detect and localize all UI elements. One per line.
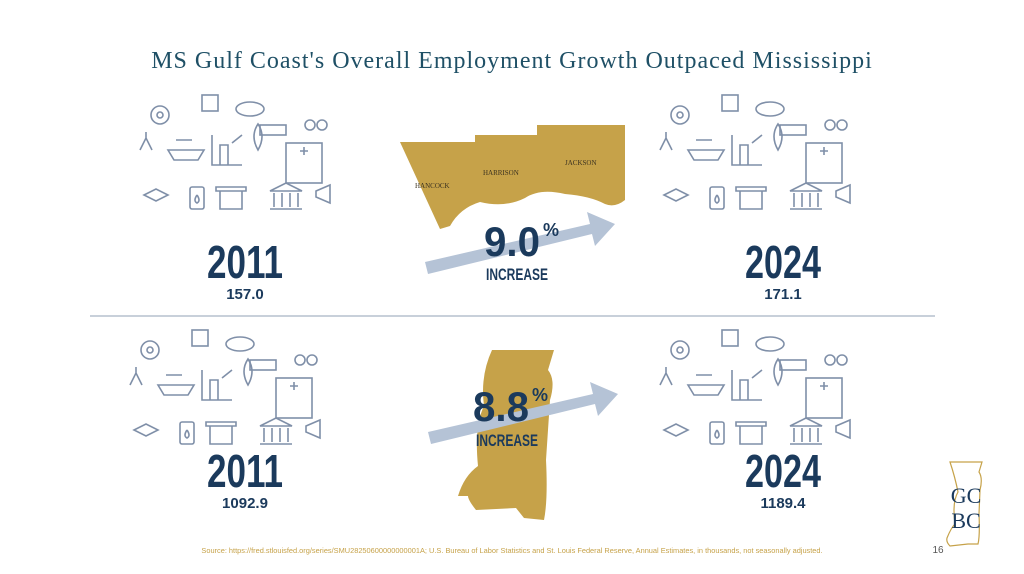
percent: 9.0: [484, 218, 540, 265]
logo-text: BC: [951, 508, 980, 533]
percent-sign: %: [543, 220, 559, 240]
employment-value: 1092.9: [222, 495, 268, 512]
percent-sign: %: [532, 385, 548, 405]
year: 2024: [745, 236, 821, 288]
page-number: 16: [932, 545, 944, 556]
percent: 8.8: [473, 383, 529, 430]
arrow: [428, 382, 618, 444]
icon-cluster: [129, 329, 321, 445]
county-label: JACKSON: [565, 159, 597, 167]
county-label: HANCOCK: [415, 182, 450, 190]
year: 2024: [745, 445, 821, 497]
county-label: HARRISON: [483, 169, 519, 177]
year: 2011: [207, 236, 283, 288]
employment-value: 171.1: [764, 286, 802, 303]
logo-outline: [946, 461, 983, 547]
source: Source: https://fred.stlouisfed.org/seri…: [201, 546, 822, 555]
arrow: [425, 212, 615, 274]
mississippi-map: [458, 350, 554, 520]
icon-cluster: [139, 94, 331, 210]
year: 2011: [207, 445, 283, 497]
employment-value: 1189.4: [760, 495, 806, 512]
icon-cluster: [659, 94, 851, 210]
employment-value: 157.0: [226, 286, 264, 303]
title: MS Gulf Coast's Overall Employment Growt…: [151, 48, 873, 74]
increase-label: INCREASE: [486, 265, 548, 284]
gulf-coast-map: [400, 125, 625, 229]
icon-cluster: [659, 329, 851, 445]
logo-text: GC: [951, 483, 982, 508]
increase-label: INCREASE: [476, 431, 538, 450]
